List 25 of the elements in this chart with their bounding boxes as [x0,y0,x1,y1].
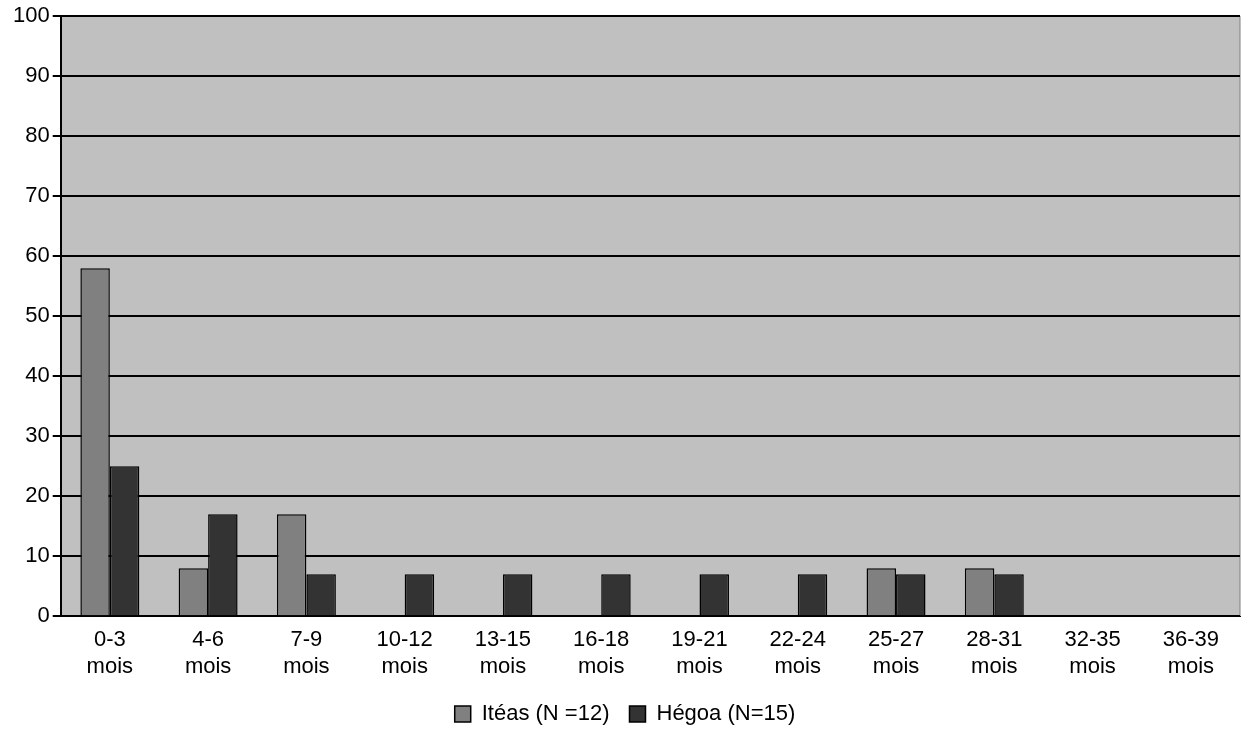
y-tick-label: 60 [25,242,50,268]
legend-label: Itéas (N =12) [481,700,610,726]
x-tick-label: 22-24 mois [769,626,826,678]
y-tick-label: 80 [25,122,50,148]
x-tick-label: 0-3 mois [86,626,134,678]
x-tick-label: 25-27 mois [867,626,925,678]
y-tick-label: 40 [25,362,50,388]
y-tick-label: 70 [25,182,50,208]
x-tick-label: 36-39 mois [1162,626,1219,678]
y-tick-label: 100 [12,2,50,28]
legend-label: Hégoa (N=15) [656,700,796,726]
x-tick-label: 19-21 mois [671,626,728,678]
x-tick-label: 16-18 mois [573,626,630,678]
x-tick-label: 32-35 mois [1064,626,1121,678]
y-tick-label: 50 [25,302,50,328]
x-tick-label: 4-6 mois [184,626,232,678]
x-tick-label: 7-9 mois [283,626,330,678]
y-tick-label: 90 [25,62,50,88]
x-tick-label: 10-12 mois [376,626,433,678]
x-tick-label: 28-31 mois [966,626,1023,678]
y-tick-label: 10 [25,542,50,568]
x-tick-label: 13-15 mois [474,626,532,678]
y-tick-label: 30 [25,422,50,448]
y-tick-label: 20 [25,482,50,508]
y-tick-label: 0 [37,602,50,628]
